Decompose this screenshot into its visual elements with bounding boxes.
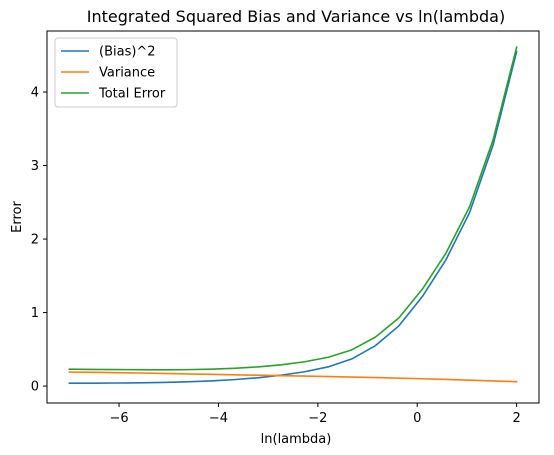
series-line-3 bbox=[68, 46, 518, 371]
series-layer bbox=[68, 46, 518, 384]
x-tick-label: −4 bbox=[209, 411, 228, 426]
legend: (Bias)^2 Variance Total Error bbox=[54, 37, 178, 108]
series-line-1 bbox=[68, 50, 518, 384]
y-axis: 0 1 2 3 4 bbox=[31, 86, 47, 395]
series-line-2 bbox=[68, 371, 518, 383]
chart-title: Integrated Squared Bias and Variance vs … bbox=[87, 7, 505, 26]
y-tick-label: 4 bbox=[31, 86, 39, 101]
plot-frame bbox=[46, 30, 540, 404]
legend-box bbox=[54, 37, 178, 108]
x-axis-label: ln(lambda) bbox=[261, 432, 332, 447]
x-tick-label: 2 bbox=[512, 411, 520, 426]
x-axis: −6 −4 −2 0 2 bbox=[109, 403, 521, 426]
y-axis-label: Error bbox=[10, 201, 25, 233]
x-tick-label: 0 bbox=[413, 411, 421, 426]
y-tick-label: 3 bbox=[31, 159, 39, 174]
y-tick-label: 0 bbox=[31, 380, 39, 395]
y-tick-label: 2 bbox=[31, 233, 39, 248]
legend-label: Total Error bbox=[98, 87, 166, 102]
x-tick-label: −6 bbox=[109, 411, 128, 426]
legend-label: (Bias)^2 bbox=[99, 45, 156, 60]
legend-label: Variance bbox=[99, 66, 155, 81]
y-tick-label: 1 bbox=[31, 306, 39, 321]
x-tick-label: −2 bbox=[308, 411, 327, 426]
